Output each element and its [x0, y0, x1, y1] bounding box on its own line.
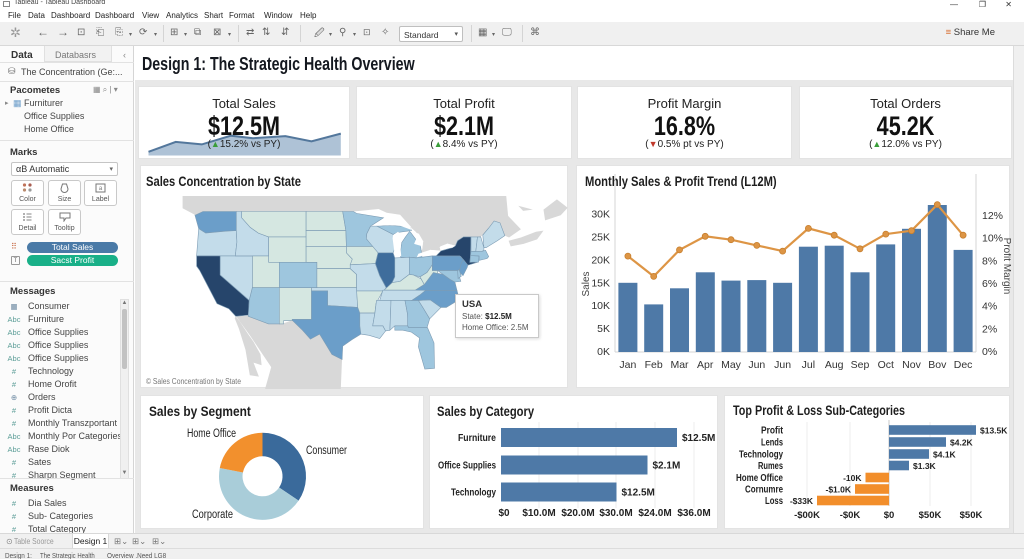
svg-text:Nov: Nov — [902, 359, 921, 371]
svg-text:$1.3K: $1.3K — [913, 461, 937, 471]
svg-text:$20.0M: $20.0M — [561, 508, 594, 519]
svg-text:Technology: Technology — [451, 488, 496, 499]
svg-text:Furniture: Furniture — [458, 433, 496, 444]
svg-text:Profit: Profit — [761, 426, 784, 437]
svg-text:Sep: Sep — [851, 359, 870, 371]
svg-text:$10.0M: $10.0M — [522, 508, 555, 519]
svg-text:-$33K: -$33K — [790, 496, 814, 506]
svg-text:Dec: Dec — [954, 359, 973, 371]
svg-text:Home Office: Home Office — [736, 473, 783, 484]
svg-text:-$0K: -$0K — [840, 510, 861, 521]
svg-text:10K: 10K — [591, 300, 610, 312]
svg-text:a: a — [99, 186, 103, 192]
svg-text:2%: 2% — [982, 323, 997, 335]
svg-text:$4.1K: $4.1K — [933, 450, 957, 460]
svg-text:$50K: $50K — [919, 510, 942, 521]
svg-text:$0: $0 — [884, 510, 895, 521]
svg-text:15K: 15K — [591, 277, 610, 289]
svg-text:Mar: Mar — [670, 359, 689, 371]
svg-text:$12.5M: $12.5M — [622, 488, 655, 499]
svg-text:$30.0M: $30.0M — [599, 508, 632, 519]
svg-text:$24.0M: $24.0M — [638, 508, 671, 519]
svg-text:-$00K: -$00K — [794, 510, 820, 521]
svg-text:Jun: Jun — [774, 359, 791, 371]
svg-text:Profit Margin: Profit Margin — [1001, 238, 1011, 295]
svg-text:30K: 30K — [591, 209, 610, 221]
svg-text:Jun: Jun — [748, 359, 765, 371]
svg-text:Bov: Bov — [928, 359, 947, 371]
svg-text:Lends: Lends — [761, 438, 783, 449]
svg-text:Loss: Loss — [765, 496, 783, 507]
svg-text:Aug: Aug — [825, 359, 844, 371]
svg-text:Office Supplies: Office Supplies — [438, 461, 496, 472]
svg-text:Jan: Jan — [619, 359, 636, 371]
svg-text:0K: 0K — [597, 346, 610, 358]
svg-text:Feb: Feb — [645, 359, 663, 371]
svg-text:5K: 5K — [597, 323, 610, 335]
svg-text:4%: 4% — [982, 301, 997, 313]
svg-text:$50K: $50K — [960, 510, 983, 521]
svg-text:12%: 12% — [982, 210, 1003, 222]
svg-text:Sales: Sales — [581, 271, 592, 296]
svg-text:Oct: Oct — [878, 359, 894, 371]
svg-text:Cornumre: Cornumre — [745, 485, 783, 496]
svg-text:25K: 25K — [591, 232, 610, 244]
svg-text:Home Office: Home Office — [187, 428, 236, 440]
svg-text:Rumes: Rumes — [758, 461, 783, 472]
svg-text:$2.1M: $2.1M — [653, 461, 681, 472]
svg-text:$4.2K: $4.2K — [950, 438, 974, 448]
svg-text:6%: 6% — [982, 278, 997, 290]
svg-text:$0: $0 — [498, 508, 510, 519]
svg-text:-10K: -10K — [843, 473, 862, 483]
svg-text:Jul: Jul — [802, 359, 815, 371]
svg-text:10%: 10% — [982, 233, 1003, 245]
svg-text:$36.0M: $36.0M — [677, 508, 710, 519]
svg-text:$12.5M: $12.5M — [682, 433, 715, 444]
svg-text:Consumer: Consumer — [306, 445, 347, 457]
svg-text:Technology: Technology — [739, 450, 783, 461]
svg-text:-$1.0K: -$1.0K — [825, 485, 851, 495]
svg-text:20K: 20K — [591, 254, 610, 266]
svg-text:Corporate: Corporate — [192, 509, 233, 521]
svg-text:Apr: Apr — [697, 359, 714, 371]
svg-text:0%: 0% — [982, 346, 997, 358]
svg-text:$13.5K: $13.5K — [980, 426, 1008, 436]
svg-text:8%: 8% — [982, 255, 997, 267]
svg-text:May: May — [721, 359, 742, 371]
